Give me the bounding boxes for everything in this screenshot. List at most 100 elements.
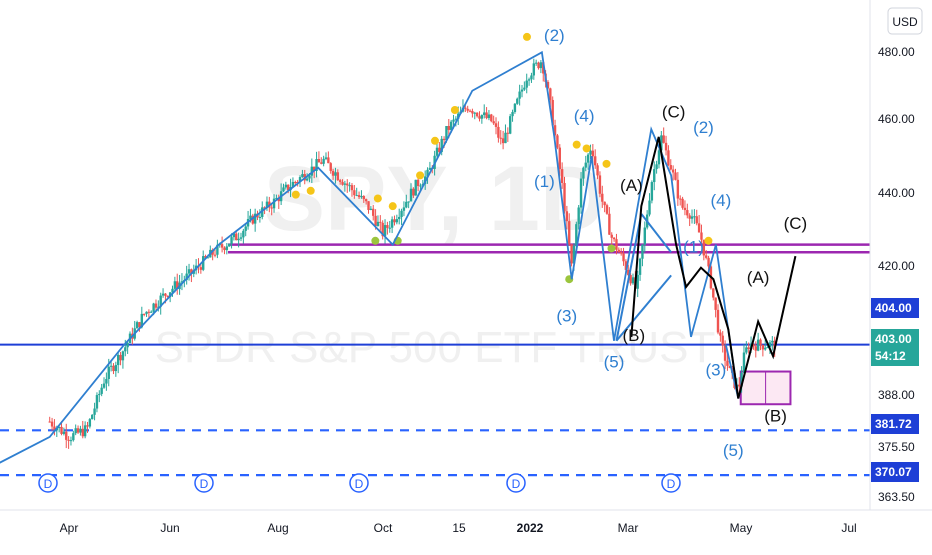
candle-body-83 bbox=[244, 226, 247, 231]
price-label-3: 381.72 bbox=[875, 417, 912, 431]
candle-body-58 bbox=[185, 273, 188, 280]
candle-body-67 bbox=[206, 257, 210, 259]
currency-box[interactable] bbox=[887, 7, 923, 35]
candle-body-196 bbox=[511, 112, 514, 117]
candle-body-22 bbox=[100, 387, 103, 394]
candle-body-48 bbox=[161, 293, 165, 296]
candle-body-118 bbox=[327, 157, 330, 164]
dividend-marker-3[interactable] bbox=[506, 473, 526, 493]
candle-body-134 bbox=[364, 199, 368, 202]
candle-body-218 bbox=[563, 183, 566, 212]
candle-body-94 bbox=[270, 207, 273, 209]
candle-body-266 bbox=[676, 179, 680, 199]
dividend-marker-1[interactable] bbox=[194, 473, 214, 493]
candle-body-286 bbox=[723, 345, 727, 361]
candle-body-142 bbox=[383, 225, 387, 237]
candle-body-300 bbox=[756, 339, 760, 351]
signal-dot-2 bbox=[373, 194, 382, 203]
y-tick-6: 375.50 bbox=[878, 440, 915, 454]
candle-body-202 bbox=[525, 80, 528, 88]
candle-body-282 bbox=[714, 297, 717, 310]
candle-body-25 bbox=[107, 366, 110, 379]
candle-body-130 bbox=[355, 195, 358, 197]
candle-body-195 bbox=[508, 116, 512, 134]
candle-body-33 bbox=[126, 343, 129, 348]
signal-dot-4 bbox=[371, 236, 380, 245]
candle-body-87 bbox=[253, 213, 257, 224]
dividend-marker-0[interactable] bbox=[38, 473, 58, 493]
signal-dot-14 bbox=[607, 244, 616, 253]
dividend-marker-4[interactable] bbox=[661, 473, 681, 493]
candle-body-225 bbox=[579, 178, 583, 208]
dividend-marker-2[interactable] bbox=[349, 473, 369, 493]
candle-body-76 bbox=[227, 243, 231, 247]
candle-body-110 bbox=[308, 175, 311, 179]
candle-body-207 bbox=[537, 62, 540, 69]
candle-body-2 bbox=[53, 426, 56, 431]
candle-body-204 bbox=[530, 75, 533, 80]
candle-body-15 bbox=[83, 425, 87, 437]
candle-body-103 bbox=[291, 181, 295, 188]
candle-body-90 bbox=[261, 207, 264, 217]
signal-dot-7 bbox=[431, 136, 439, 145]
candle-body-60 bbox=[190, 269, 193, 274]
candle-body-294 bbox=[742, 352, 746, 373]
candle-body-8 bbox=[67, 439, 70, 441]
candle-body-59 bbox=[187, 269, 191, 274]
candle-body-245 bbox=[627, 269, 630, 276]
candle-body-29 bbox=[116, 354, 120, 366]
candle-body-9 bbox=[69, 440, 73, 442]
candle-body-115 bbox=[320, 162, 323, 164]
candle-body-82 bbox=[242, 230, 245, 238]
price-label-2: 54:12 bbox=[875, 349, 906, 363]
candle-body-28 bbox=[114, 365, 118, 372]
candle-body-17 bbox=[88, 419, 92, 427]
dividend-marker-label-3: D bbox=[512, 477, 521, 491]
candle-body-30 bbox=[119, 354, 122, 361]
candle-body-109 bbox=[305, 178, 309, 181]
signal-dot-8 bbox=[450, 106, 459, 114]
x-tick-4: 15 bbox=[452, 521, 466, 535]
signal-dot-9 bbox=[522, 32, 531, 41]
x-tick-7: May bbox=[730, 521, 753, 535]
candle-body-171 bbox=[452, 119, 455, 122]
candle-body-203 bbox=[527, 79, 531, 81]
wave-label-5: (2) bbox=[693, 118, 714, 137]
candle-body-113 bbox=[315, 159, 318, 172]
signal-dot-11 bbox=[582, 144, 591, 153]
candle-body-182 bbox=[478, 116, 481, 119]
candle-body-47 bbox=[159, 295, 162, 307]
candle-body-38 bbox=[138, 322, 141, 328]
candle-body-295 bbox=[745, 347, 748, 353]
candle-body-5 bbox=[60, 426, 63, 434]
projection-label-5: (C) bbox=[784, 214, 808, 233]
candle-body-92 bbox=[265, 201, 269, 209]
x-tick-3: Oct bbox=[374, 521, 393, 535]
candle-body-155 bbox=[414, 179, 417, 196]
candle-body-224 bbox=[577, 207, 580, 225]
triangle-line-1 bbox=[640, 213, 672, 253]
candle-body-178 bbox=[468, 110, 472, 112]
candle-body-193 bbox=[504, 132, 507, 144]
candle-body-46 bbox=[157, 306, 160, 308]
projection-label-3: (A) bbox=[747, 268, 770, 287]
candle-body-211 bbox=[546, 81, 550, 89]
wave-label-9: (5) bbox=[723, 441, 744, 460]
candle-body-240 bbox=[615, 239, 618, 250]
candle-body-271 bbox=[688, 215, 691, 219]
candle-body-45 bbox=[154, 303, 158, 308]
candle-body-222 bbox=[572, 245, 576, 264]
candle-body-198 bbox=[516, 98, 519, 104]
x-tick-2: Aug bbox=[267, 521, 288, 535]
x-tick-8: Jul bbox=[841, 521, 856, 535]
candle-body-143 bbox=[386, 225, 389, 228]
candle-body-70 bbox=[213, 254, 217, 256]
candle-body-149 bbox=[400, 210, 403, 217]
candle-body-191 bbox=[499, 137, 502, 139]
candle-body-13 bbox=[79, 428, 82, 433]
candle-body-237 bbox=[608, 213, 611, 235]
candle-body-183 bbox=[480, 115, 484, 119]
candle-body-214 bbox=[553, 125, 557, 136]
wave-label-0: (2) bbox=[544, 26, 565, 45]
